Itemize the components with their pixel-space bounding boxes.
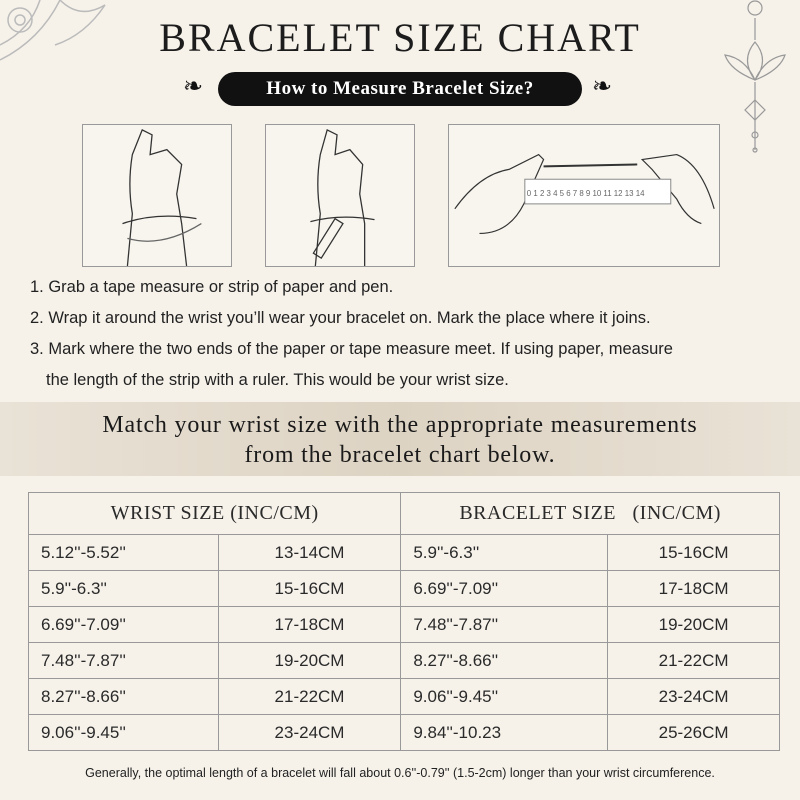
bracelet-inches: 6.69''-7.09'' — [400, 570, 609, 607]
bracelet-cm: 23-24CM — [607, 678, 780, 715]
bracelet-inches: 8.27''-8.66'' — [400, 642, 609, 679]
wrist-inches: 7.48''-7.87'' — [28, 642, 219, 679]
table-row: 8.27''-8.66'' 21-22CM 9.06''-9.45'' 23-24CM — [28, 678, 780, 715]
wrist-inches: 5.12''-5.52'' — [28, 534, 219, 571]
banner-line-1: Match your wrist size with the appropria… — [102, 412, 698, 438]
bracelet-cm: 15-16CM — [607, 534, 780, 571]
wrist-size-header: WRIST SIZE (INC/CM) — [27, 492, 402, 535]
page-title: BRACELET SIZE CHART — [159, 15, 641, 60]
lotus-ornament-icon — [724, 0, 786, 153]
hand-tape-icon — [122, 129, 202, 267]
wrist-inches: 6.69''-7.09'' — [28, 606, 219, 643]
wrist-cm: 19-20CM — [217, 642, 402, 679]
match-banner: Match your wrist size with the appropria… — [0, 402, 800, 476]
mandala-ornament-icon — [0, 0, 106, 61]
wrist-inches: 9.06''-9.45'' — [28, 714, 219, 751]
step-3-continued: the length of the strip with a ruler. Th… — [46, 371, 509, 389]
bracelet-cm: 17-18CM — [607, 570, 780, 607]
wrist-cm: 15-16CM — [217, 570, 402, 607]
wrist-cm: 23-24CM — [217, 714, 402, 751]
right-flourish-icon: ❧ — [592, 73, 613, 100]
instructions: 1. Grab a tape measure or strip of paper… — [30, 272, 673, 396]
wrist-cm: 17-18CM — [217, 606, 402, 643]
wrist-cm: 21-22CM — [217, 678, 402, 715]
illustration-wrap-wrist — [82, 124, 232, 267]
illustration-ruler: 0 1 2 3 4 5 6 7 8 9 10 11 12 13 14 — [448, 124, 720, 267]
bracelet-cm: 21-22CM — [607, 642, 780, 679]
table-row: 9.06''-9.45'' 23-24CM 9.84''-10.23 25-26CM — [28, 714, 780, 751]
table-row: 5.12''-5.52'' 13-14CM 5.9''-6.3'' 15-16CM — [28, 534, 780, 571]
step-1: 1. Grab a tape measure or strip of paper… — [30, 278, 394, 296]
bracelet-inches: 5.9''-6.3'' — [400, 534, 609, 571]
ruler-scale: 0 1 2 3 4 5 6 7 8 9 10 11 12 13 14 — [527, 189, 645, 198]
table-row: 6.69''-7.09'' 17-18CM 7.48''-7.87'' 19-20CM — [28, 606, 780, 643]
bracelet-inches: 7.48''-7.87'' — [400, 606, 609, 643]
bracelet-cm: 19-20CM — [607, 606, 780, 643]
subtitle-pill: How to Measure Bracelet Size? — [218, 72, 582, 106]
step-3: 3. Mark where the two ends of the paper … — [30, 340, 673, 358]
wrist-cm: 13-14CM — [217, 534, 402, 571]
hands-ruler-icon: 0 1 2 3 4 5 6 7 8 9 10 11 12 13 14 — [454, 153, 715, 235]
footer-note: Generally, the optimal length of a brace… — [85, 766, 715, 780]
table-header-row: WRIST SIZE (INC/CM) BRACELET SIZE (INC/C… — [27, 492, 780, 535]
left-flourish-icon: ❧ — [183, 73, 204, 100]
table-row: 7.48''-7.87'' 19-20CM 8.27''-8.66'' 21-22CM — [28, 642, 780, 679]
illustration-mark-wrist — [265, 124, 415, 267]
bracelet-size-header: BRACELET SIZE (INC/CM) — [400, 492, 780, 535]
banner-line-2: from the bracelet chart below. — [244, 442, 556, 468]
bracelet-inches: 9.84''-10.23 — [400, 714, 609, 751]
bracelet-cm: 25-26CM — [607, 714, 780, 751]
hand-pen-icon — [310, 129, 375, 267]
size-table: WRIST SIZE (INC/CM) BRACELET SIZE (INC/C… — [27, 492, 780, 751]
table-row: 5.9''-6.3'' 15-16CM 6.69''-7.09'' 17-18CM — [28, 570, 780, 607]
step-2: 2. Wrap it around the wrist you’ll wear … — [30, 309, 651, 327]
wrist-inches: 5.9''-6.3'' — [28, 570, 219, 607]
wrist-inches: 8.27''-8.66'' — [28, 678, 219, 715]
bracelet-inches: 9.06''-9.45'' — [400, 678, 609, 715]
